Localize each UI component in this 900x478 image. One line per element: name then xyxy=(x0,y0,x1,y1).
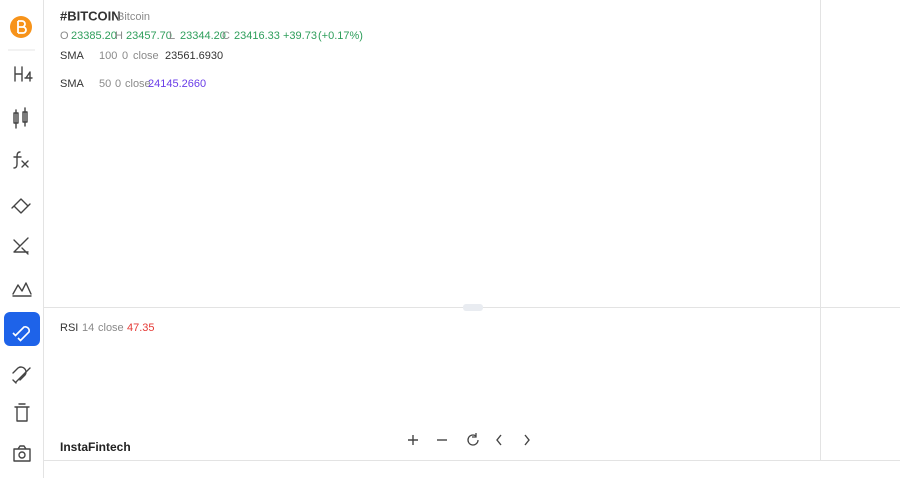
sma-legend-period: 100 xyxy=(99,50,117,62)
symbol: #BITCOIN xyxy=(60,8,121,23)
rsi-legend-period: 14 xyxy=(82,322,94,334)
change: +39.73 xyxy=(283,30,317,42)
fib-tool-button[interactable] xyxy=(13,237,29,255)
pattern-button[interactable] xyxy=(12,282,32,297)
sma-legend-source: close xyxy=(125,78,151,90)
header: #BITCOIN Bitcoin O 23385.20 H 23457.70 L… xyxy=(56,8,363,454)
zoom-in-button[interactable] xyxy=(408,435,418,445)
ohlc-value: 23385.20 xyxy=(71,30,117,42)
sma-legend-offset: 0 xyxy=(122,50,128,62)
reset-button[interactable] xyxy=(467,433,479,446)
sma-legend-value: 23561.6930 xyxy=(165,50,223,62)
symbol-name: Bitcoin xyxy=(117,11,150,23)
pane-handle[interactable] xyxy=(463,304,483,311)
axes xyxy=(44,0,900,461)
sma-legend-period: 50 xyxy=(99,78,111,90)
ohlc-letter: H xyxy=(115,30,123,42)
screenshot-button[interactable] xyxy=(13,445,31,462)
rsi-legend-value: 47.35 xyxy=(127,322,155,334)
sma-legend-name: SMA xyxy=(60,50,85,62)
delete-button[interactable] xyxy=(14,403,30,422)
indicators-button[interactable] xyxy=(13,151,29,169)
legend-bg xyxy=(56,75,234,93)
zoom-toolbar xyxy=(408,433,530,446)
symbol-button[interactable] xyxy=(10,16,32,38)
timeframe-button[interactable] xyxy=(14,66,33,82)
sma-legend-name: SMA xyxy=(60,78,85,90)
scroll-right-button[interactable] xyxy=(524,434,530,446)
sma-legend-offset: 0 xyxy=(115,78,121,90)
rsi-legend-source: close xyxy=(98,322,124,334)
scroll-left-button[interactable] xyxy=(496,434,502,446)
toolbar xyxy=(0,0,44,478)
ohlc-value: 23457.70 xyxy=(126,30,172,42)
magnet-icon xyxy=(12,326,30,342)
sma-legend-source: close xyxy=(133,50,159,62)
change-pct: (+0.17%) xyxy=(318,30,363,42)
ohlc-letter: O xyxy=(60,30,69,42)
ohlc-letter: L xyxy=(169,30,175,42)
watermark: InstaFintech xyxy=(60,440,131,454)
ohlc-letter: C xyxy=(222,30,230,42)
ohlc-value: 23416.33 xyxy=(234,30,280,42)
sma-legend-value: 24145.2660 xyxy=(148,78,206,90)
rsi-legend-name: RSI xyxy=(60,322,78,334)
ohlc-value: 23344.20 xyxy=(180,30,226,42)
chart-type-button[interactable] xyxy=(13,107,28,129)
legend-bg xyxy=(56,47,234,65)
drawing-button[interactable] xyxy=(11,198,31,214)
hide-drawings-button[interactable] xyxy=(12,366,31,384)
